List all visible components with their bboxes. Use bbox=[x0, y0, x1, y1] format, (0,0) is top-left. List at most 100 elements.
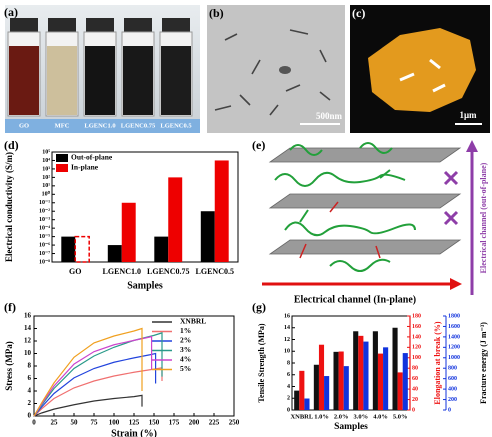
y-tick-label: 10⁵ bbox=[42, 149, 50, 155]
y-tick-label: 10² bbox=[42, 175, 50, 181]
line bbox=[33, 327, 143, 417]
y-tick-label: 12 bbox=[284, 337, 290, 343]
y2-tick-label: 80 bbox=[412, 366, 418, 372]
bar bbox=[154, 236, 169, 262]
y-tick-label: 6 bbox=[28, 374, 32, 382]
legend-swatch bbox=[56, 154, 68, 162]
y3-tick-label: 0 bbox=[448, 407, 451, 413]
y-tick-label: 14 bbox=[284, 325, 290, 331]
y2-tick-label: 0 bbox=[412, 407, 415, 413]
bar bbox=[402, 353, 408, 410]
vial-cap bbox=[124, 18, 152, 32]
x-axis-label: Samples bbox=[334, 422, 368, 432]
x-tick-label: 200 bbox=[189, 419, 200, 427]
legend-label: 3% bbox=[180, 345, 191, 354]
vial-liquid bbox=[47, 46, 77, 115]
y-tick-label: 10⁻⁸ bbox=[39, 259, 50, 265]
y-tick-label: 10 bbox=[24, 349, 32, 357]
x-tick-label: 2.0% bbox=[334, 413, 349, 420]
y-tick-label: 10⁻² bbox=[39, 209, 50, 215]
bar bbox=[61, 236, 76, 262]
y-axis-label: Stress (MPa) bbox=[4, 341, 14, 391]
y-tick-label: 10⁻⁴ bbox=[39, 226, 50, 232]
y2-tick-label: 120 bbox=[412, 345, 421, 351]
y3-tick-label: 600 bbox=[448, 376, 457, 382]
panel-label: (b) bbox=[209, 6, 224, 20]
x-tick-label: 250 bbox=[229, 419, 240, 427]
y3-tick-label: 1600 bbox=[448, 324, 460, 330]
y-tick-label: 16 bbox=[24, 312, 32, 320]
vial-label: LGENC0.75 bbox=[121, 122, 156, 129]
x-tick-label: 0 bbox=[32, 419, 36, 427]
y-tick-label: 12 bbox=[24, 337, 32, 345]
panel-label: (a) bbox=[4, 5, 18, 19]
afm-image bbox=[350, 5, 490, 133]
y-tick-label: 2 bbox=[28, 399, 32, 407]
y3-tick-label: 1200 bbox=[448, 345, 460, 351]
y3-tick-label: 1000 bbox=[448, 355, 460, 361]
bar bbox=[338, 351, 344, 410]
bar bbox=[383, 347, 389, 410]
x-tick-label: 175 bbox=[169, 419, 180, 427]
y2-tick-label: 180 bbox=[412, 313, 421, 319]
legend-label: 4% bbox=[180, 355, 191, 364]
y-tick-label: 10⁰ bbox=[42, 191, 51, 198]
y-tick-label: 2 bbox=[287, 396, 290, 402]
vial-cap bbox=[86, 18, 114, 32]
y2-axis-label: Elongation at break (%) bbox=[433, 321, 442, 405]
diagram bbox=[262, 140, 478, 295]
y-tick-label: 4 bbox=[28, 387, 32, 395]
y-tick-label: 16 bbox=[284, 313, 290, 319]
line bbox=[33, 332, 163, 417]
bar bbox=[343, 366, 349, 410]
y3-tick-label: 200 bbox=[448, 397, 457, 403]
vial-cap bbox=[10, 18, 38, 32]
y-tick-label: 10⁻⁶ bbox=[39, 242, 50, 248]
x-tick-label: 75 bbox=[91, 419, 99, 427]
y-tick-label: 10¹ bbox=[42, 183, 50, 189]
in-plane-label: Electrical channel (In-plane) bbox=[294, 294, 416, 305]
bar bbox=[168, 177, 183, 262]
bar bbox=[324, 376, 330, 410]
bar bbox=[294, 390, 300, 410]
x-tick-label: LGENC0.75 bbox=[147, 267, 189, 276]
legend-label: In-plane bbox=[71, 163, 99, 172]
x-tick-label: XNBRL bbox=[290, 413, 313, 420]
legend-swatch bbox=[56, 164, 68, 172]
x-tick-label: 1.0% bbox=[314, 413, 329, 420]
legend-label: 1% bbox=[180, 326, 191, 335]
scale-bar-label: 1μm bbox=[459, 110, 477, 120]
legend-label: Out-of-plane bbox=[71, 153, 113, 162]
vial-label: LGENC1.0 bbox=[84, 122, 115, 129]
y-tick-label: 10⁴ bbox=[42, 158, 50, 164]
y3-tick-label: 400 bbox=[448, 386, 457, 392]
x-tick-label: 5.0% bbox=[393, 413, 408, 420]
panel-label: (e) bbox=[252, 138, 265, 152]
legend-label: XNBRL bbox=[180, 317, 206, 326]
panel-label: (f) bbox=[4, 300, 16, 314]
x-tick-label: LGENC0.5 bbox=[196, 267, 234, 276]
x-axis-label: Strain (%) bbox=[111, 428, 157, 437]
y-tick-label: 8 bbox=[287, 360, 290, 366]
x-tick-label: 50 bbox=[71, 419, 79, 427]
x-tick-label: 225 bbox=[209, 419, 220, 427]
bar bbox=[363, 341, 369, 410]
x-tick-label: 125 bbox=[129, 419, 140, 427]
y-tick-label: 0 bbox=[287, 407, 290, 413]
bar bbox=[372, 331, 378, 410]
x-tick-label: LGENC1.0 bbox=[103, 267, 141, 276]
y-tick-label: 10⁻³ bbox=[39, 217, 50, 223]
vial-cap bbox=[162, 18, 190, 32]
y-tick-label: 6 bbox=[287, 372, 290, 378]
y2-tick-label: 100 bbox=[412, 355, 421, 361]
photo: GO MFC LGENC1.0 LGENC0.75 LGENC0.5 bbox=[5, 5, 200, 133]
x-tick-label: 100 bbox=[109, 419, 120, 427]
bar bbox=[299, 370, 305, 410]
bar bbox=[333, 351, 339, 410]
bar bbox=[74, 235, 90, 263]
bar bbox=[358, 335, 364, 410]
vial-cap bbox=[48, 18, 76, 32]
x-tick-label: 4.0% bbox=[373, 413, 388, 420]
bar bbox=[214, 160, 229, 262]
y2-tick-label: 160 bbox=[412, 324, 421, 330]
